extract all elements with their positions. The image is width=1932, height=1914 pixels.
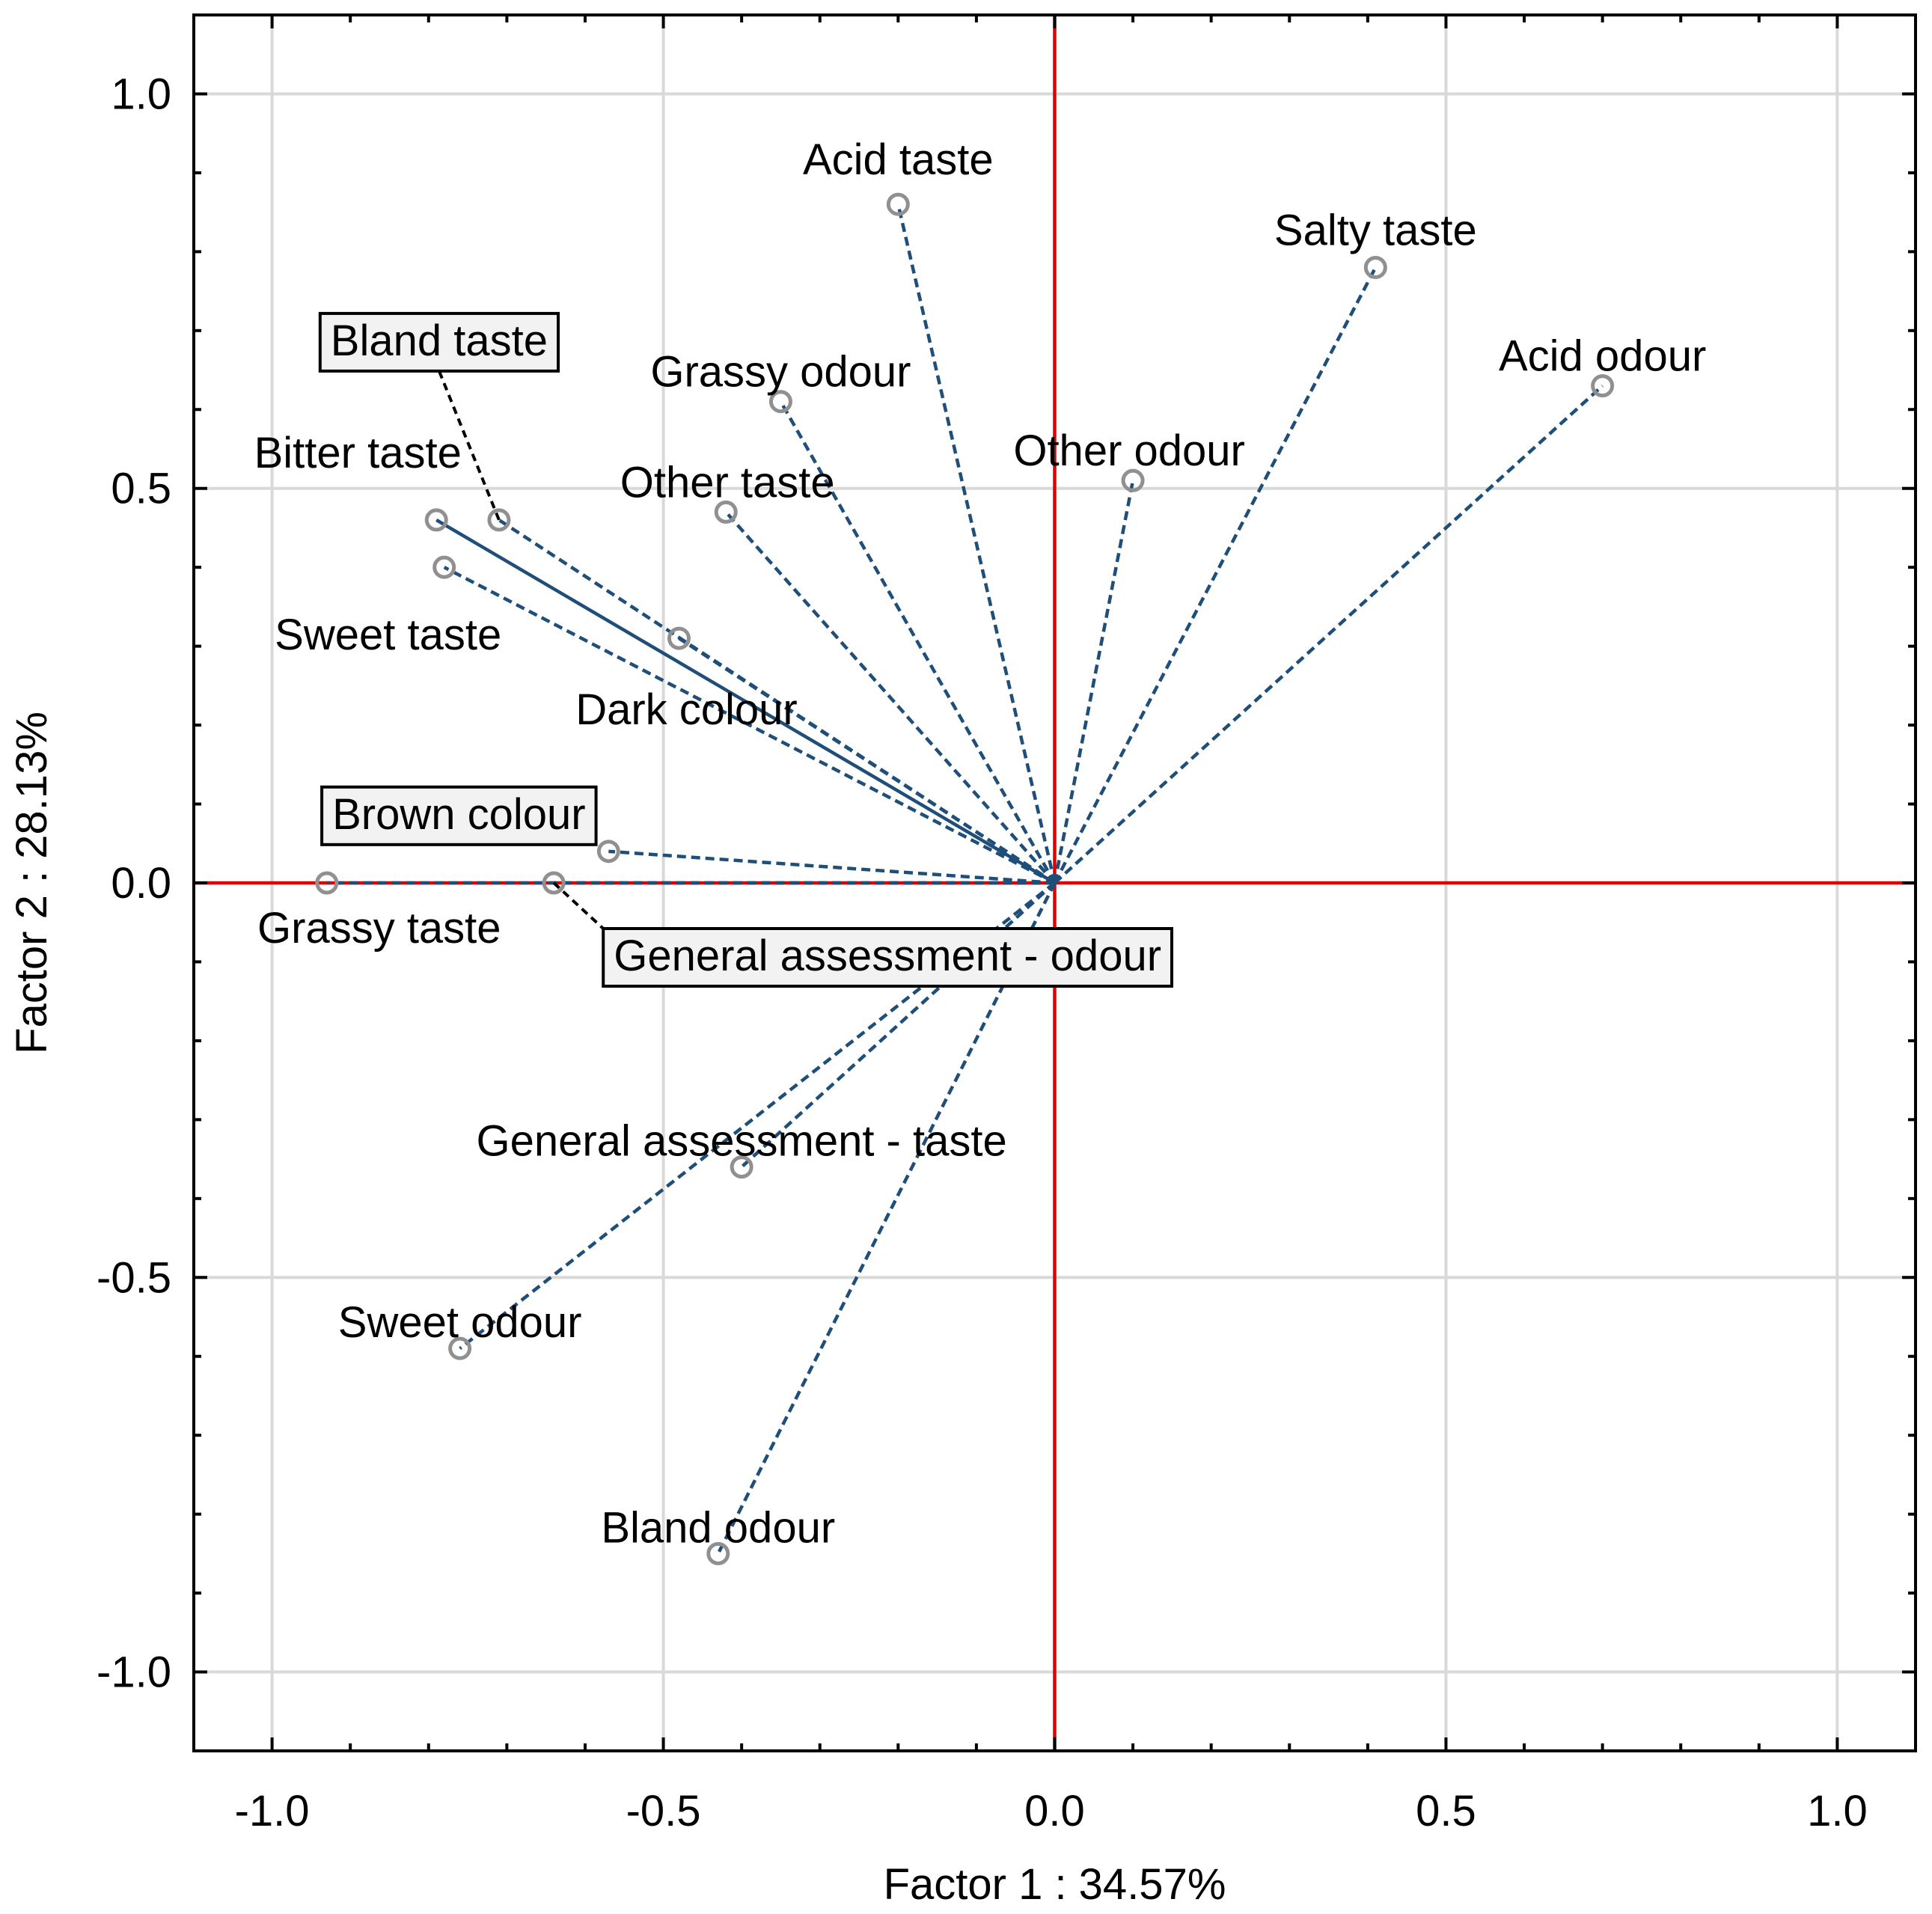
point-label: Bland taste bbox=[331, 317, 548, 365]
point-label: Other odour bbox=[1013, 426, 1245, 475]
loading-point bbox=[424, 508, 448, 532]
boxed-label-frame bbox=[318, 311, 560, 373]
label-leader-line bbox=[438, 370, 501, 521]
loading-point bbox=[596, 840, 620, 863]
point-label: Sweet odour bbox=[338, 1298, 582, 1347]
x-axis-title: Factor 1 : 34.57% bbox=[884, 1860, 1226, 1909]
loading-point bbox=[768, 390, 792, 414]
point-label: Brown colour bbox=[332, 790, 585, 839]
y-tick-label: 0.5 bbox=[111, 465, 171, 513]
y-tick-label: 0.0 bbox=[111, 859, 171, 908]
loading-point bbox=[315, 871, 339, 895]
x-tick-label: 1.0 bbox=[1807, 1787, 1868, 1835]
loading-point bbox=[667, 626, 691, 650]
point-label: Salty taste bbox=[1274, 206, 1477, 254]
loading-point bbox=[542, 871, 566, 895]
point-label: General assessment - taste bbox=[477, 1117, 1007, 1166]
loading-vector bbox=[1053, 384, 1604, 884]
loading-points bbox=[315, 192, 1615, 1565]
x-tick-label: 0.5 bbox=[1416, 1787, 1476, 1835]
y-axis-title: Factor 2 : 28.13% bbox=[7, 712, 56, 1054]
point-label: Acid taste bbox=[803, 135, 994, 184]
point-labels: Acid taste Salty taste Acid odour Grassy od… bbox=[254, 135, 1707, 1552]
label-leader-line bbox=[552, 881, 605, 930]
loading-point bbox=[1591, 374, 1615, 398]
point-label: Other taste bbox=[620, 458, 835, 507]
loading-vector bbox=[435, 518, 1056, 884]
loading-vector bbox=[896, 204, 1057, 884]
loading-point bbox=[730, 1155, 753, 1179]
loading-point bbox=[886, 192, 910, 216]
y-tick-label: -1.0 bbox=[97, 1648, 171, 1697]
loading-vector bbox=[678, 637, 1056, 884]
point-label: Grassy odour bbox=[650, 348, 911, 397]
loading-vector bbox=[459, 881, 1056, 1350]
loading-point bbox=[1121, 468, 1145, 492]
loading-point bbox=[714, 500, 738, 524]
point-label: Acid odour bbox=[1499, 332, 1706, 381]
tick-labels: -1.0 -0.5 0.0 0.5 1.0 1.0 0.5 0.0 -0.5 -1.0 bbox=[97, 70, 1868, 1835]
loading-vectors bbox=[326, 204, 1604, 1555]
label-leader-lines bbox=[438, 370, 605, 930]
loading-point bbox=[706, 1541, 730, 1565]
axis-ticks bbox=[194, 15, 1916, 1751]
point-label: General assessment - odour bbox=[614, 932, 1161, 980]
loading-vector bbox=[779, 400, 1057, 884]
y-tick-label: 1.0 bbox=[111, 70, 171, 118]
y-tick-label: -0.5 bbox=[97, 1253, 171, 1302]
boxed-label-frame bbox=[320, 785, 598, 846]
loading-point bbox=[487, 508, 511, 532]
point-label: Dark colour bbox=[575, 685, 798, 734]
loading-vector bbox=[443, 566, 1056, 884]
loading-vector bbox=[724, 510, 1057, 884]
loading-vector bbox=[1053, 266, 1378, 884]
loading-vector bbox=[716, 881, 1057, 1555]
point-label: Bland odour bbox=[601, 1503, 835, 1552]
x-tick-label: -1.0 bbox=[235, 1787, 310, 1835]
loading-point bbox=[1363, 255, 1387, 279]
point-label: Grassy taste bbox=[257, 904, 501, 953]
x-tick-label: 0.0 bbox=[1024, 1787, 1085, 1835]
x-tick-label: -0.5 bbox=[626, 1787, 701, 1835]
point-label: Bitter taste bbox=[254, 429, 462, 477]
loading-point bbox=[432, 555, 456, 579]
loading-vector bbox=[608, 849, 1055, 885]
boxed-label-frame bbox=[602, 927, 1174, 988]
point-label: Sweet taste bbox=[275, 611, 501, 659]
loading-point bbox=[448, 1336, 472, 1360]
loading-vector bbox=[1053, 480, 1135, 884]
